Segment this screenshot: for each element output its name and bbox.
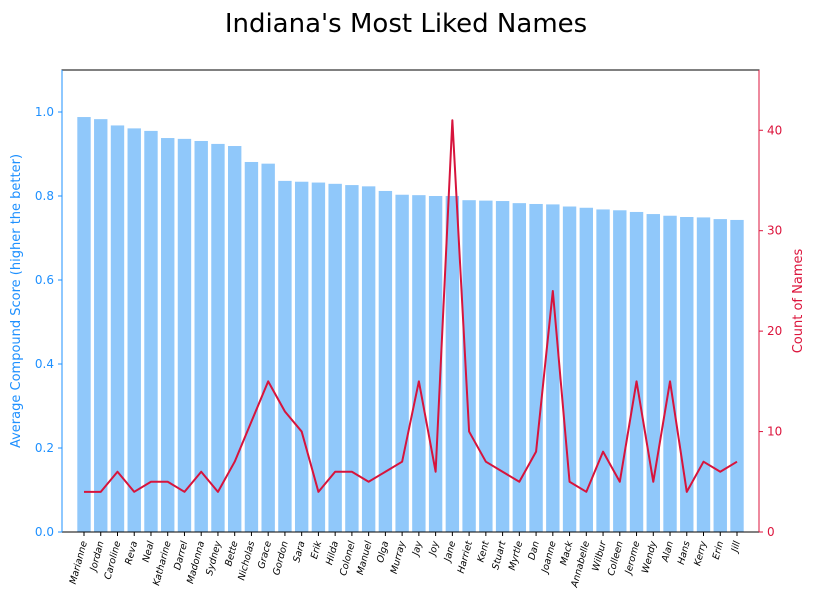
bar-caroline <box>110 125 125 532</box>
bar-colonel <box>345 185 359 532</box>
bar-sara <box>294 181 309 532</box>
x-tick-label: Gordon <box>271 540 291 577</box>
y-axis-label: Average Compound Score (higher the bette… <box>9 154 24 448</box>
x-tick-label: Erik <box>309 539 324 560</box>
x-tick-label: Bette <box>223 540 240 568</box>
y-tick-label: 0.2 <box>35 441 54 455</box>
bar-darrel <box>177 138 192 532</box>
bar-annabelle <box>579 207 594 532</box>
y2-tick-label: 0 <box>767 525 775 539</box>
bar-mack <box>562 206 577 532</box>
x-tick-label: Kerry <box>692 540 709 568</box>
x-tick-label: Hans <box>676 540 693 566</box>
x-tick-label: Alan <box>660 540 676 564</box>
bar-joy <box>428 196 443 532</box>
bar-harriet <box>462 200 476 532</box>
bar-madonna <box>194 140 208 533</box>
x-tick-label: Olga <box>375 540 391 564</box>
x-tick-label: Grace <box>256 540 274 570</box>
count-line <box>84 119 738 493</box>
x-tick-label: Wendy <box>640 540 659 575</box>
bar-joanne <box>546 204 560 532</box>
x-tick-label: Neal <box>141 540 157 564</box>
bar-bette <box>227 146 242 532</box>
y2-tick-label: 10 <box>767 425 782 439</box>
x-tick-label: Jordan <box>88 540 107 574</box>
x-tick-label: Darrel <box>172 540 190 572</box>
x-tick-label: Joy <box>427 540 442 559</box>
x-tick-label: Wilbur <box>590 539 609 572</box>
x-tick-label: Joanne <box>539 540 559 576</box>
x-tick-label: Kent <box>476 539 493 564</box>
bar-wendy <box>646 214 660 532</box>
bar-katharine <box>161 138 175 533</box>
x-tick-label: Marianne <box>68 540 90 586</box>
x-tick-label: Myrtle <box>507 540 525 572</box>
bars-layer <box>77 117 744 533</box>
x-tick-label: Harriet <box>456 539 475 575</box>
x-tick-label: Jane <box>442 540 458 565</box>
y2-tick-label: 40 <box>767 123 782 137</box>
bar-stuart <box>495 201 510 533</box>
bar-colleen <box>613 210 627 532</box>
bar-kerry <box>696 217 711 533</box>
y-tick-label: 1.0 <box>35 105 54 119</box>
x-tick-label: Dan <box>526 540 542 561</box>
x-tick-label: Jill <box>729 540 743 555</box>
bar-gordon <box>278 180 292 532</box>
bar-grace <box>261 163 275 532</box>
line-layer <box>83 119 738 493</box>
bar-hans <box>680 217 694 532</box>
bar-wilbur <box>596 209 610 532</box>
x-tick-label: Sydney <box>204 540 224 577</box>
x-tick-label: Manuel <box>355 540 375 577</box>
bar-neal <box>144 130 158 532</box>
x-tick-label: Mack <box>558 539 575 566</box>
y2-tick-label: 20 <box>767 324 782 338</box>
bar-manuel <box>361 186 376 532</box>
bar-kent <box>479 200 493 532</box>
bar-erik <box>311 182 326 532</box>
x-tick-label: Stuart <box>490 539 509 571</box>
x-tick-label: Reva <box>123 540 140 566</box>
bar-sydney <box>211 143 225 533</box>
bar-erin <box>713 219 727 532</box>
bar-jordan <box>94 119 108 532</box>
bar-hilda <box>328 183 342 532</box>
chart-title: Indiana's Most Liked Names <box>225 9 587 39</box>
bar-nicholas <box>244 161 259 533</box>
bar-olga <box>378 190 393 532</box>
bar-jerome <box>629 211 644 532</box>
y2-tick-label: 30 <box>767 224 782 238</box>
bar-murray <box>395 194 409 533</box>
bar-myrtle <box>512 203 527 532</box>
y-tick-label: 0.4 <box>35 357 54 371</box>
bar-jane <box>445 196 460 532</box>
y2-axis-label: Count of Names <box>791 249 806 354</box>
bar-dan <box>529 203 543 533</box>
x-tick-label: Erin <box>711 540 726 561</box>
bar-alan <box>663 215 677 533</box>
y-tick-label: 0.0 <box>35 525 54 539</box>
x-tick-label: Sara <box>291 540 307 564</box>
x-tick-label: Hilda <box>324 540 341 566</box>
bar-reva <box>127 128 141 532</box>
x-tick-label: Jay <box>410 540 425 559</box>
y-tick-label: 0.6 <box>35 273 54 287</box>
bar-jay <box>412 195 426 532</box>
x-tick-label: Murray <box>389 540 408 576</box>
y-tick-label: 0.8 <box>35 189 54 203</box>
bar-marianne <box>77 117 91 532</box>
bar-jill <box>730 219 744 532</box>
